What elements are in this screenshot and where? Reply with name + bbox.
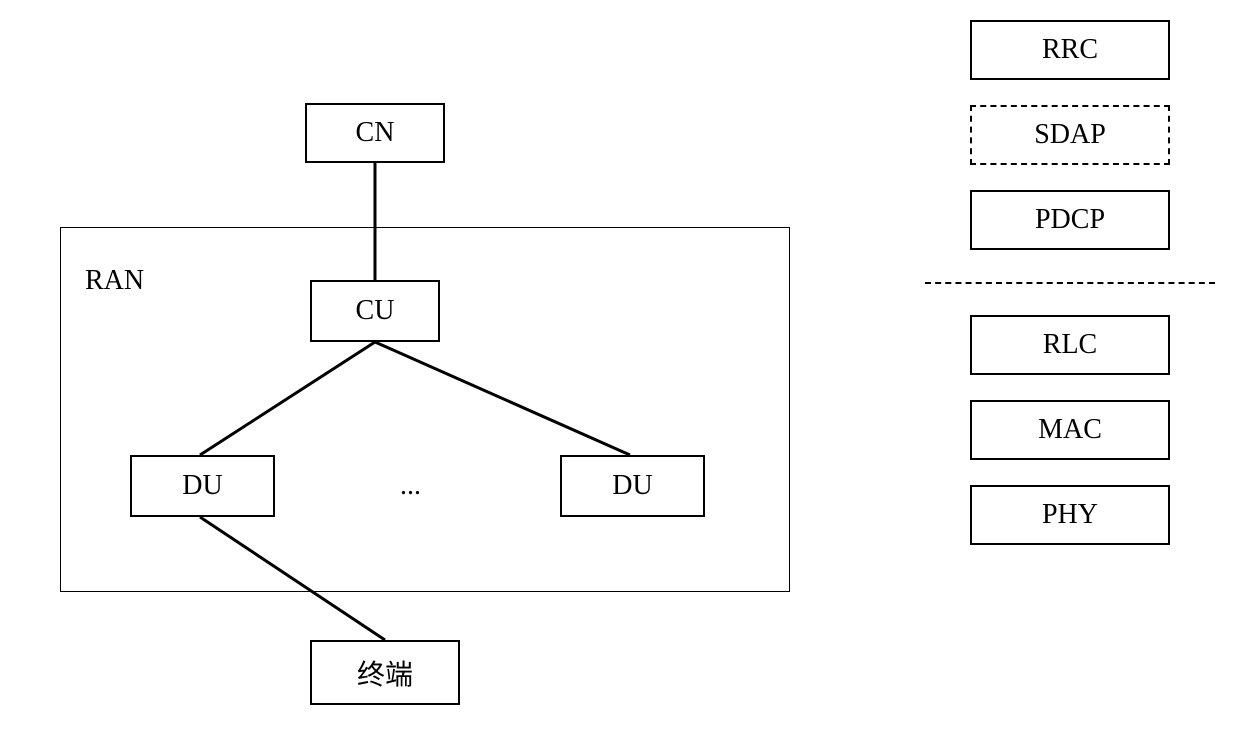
- stack-rlc-label: RLC: [1043, 329, 1097, 361]
- stack-phy-label: PHY: [1042, 499, 1098, 531]
- stack-rrc-label: RRC: [1042, 34, 1098, 66]
- stack-divider: [925, 282, 1215, 284]
- stack-rrc: RRC: [970, 20, 1170, 80]
- stack-mac-label: MAC: [1038, 414, 1102, 446]
- cn-label: CN: [356, 117, 395, 149]
- stack-pdcp: PDCP: [970, 190, 1170, 250]
- du1-label: DU: [182, 470, 222, 502]
- stack-sdap-label: SDAP: [1034, 119, 1106, 151]
- stack-rlc: RLC: [970, 315, 1170, 375]
- stack-mac: MAC: [970, 400, 1170, 460]
- du1-node: DU: [130, 455, 275, 517]
- du2-label: DU: [612, 470, 652, 502]
- terminal-node: 终端: [310, 640, 460, 705]
- ellipsis: ...: [400, 470, 421, 502]
- stack-sdap: SDAP: [970, 105, 1170, 165]
- ran-label: RAN: [85, 265, 144, 297]
- cu-label: CU: [356, 295, 395, 327]
- du2-node: DU: [560, 455, 705, 517]
- stack-phy: PHY: [970, 485, 1170, 545]
- cn-node: CN: [305, 103, 445, 163]
- stack-pdcp-label: PDCP: [1035, 204, 1105, 236]
- cu-node: CU: [310, 280, 440, 342]
- terminal-label: 终端: [357, 653, 413, 693]
